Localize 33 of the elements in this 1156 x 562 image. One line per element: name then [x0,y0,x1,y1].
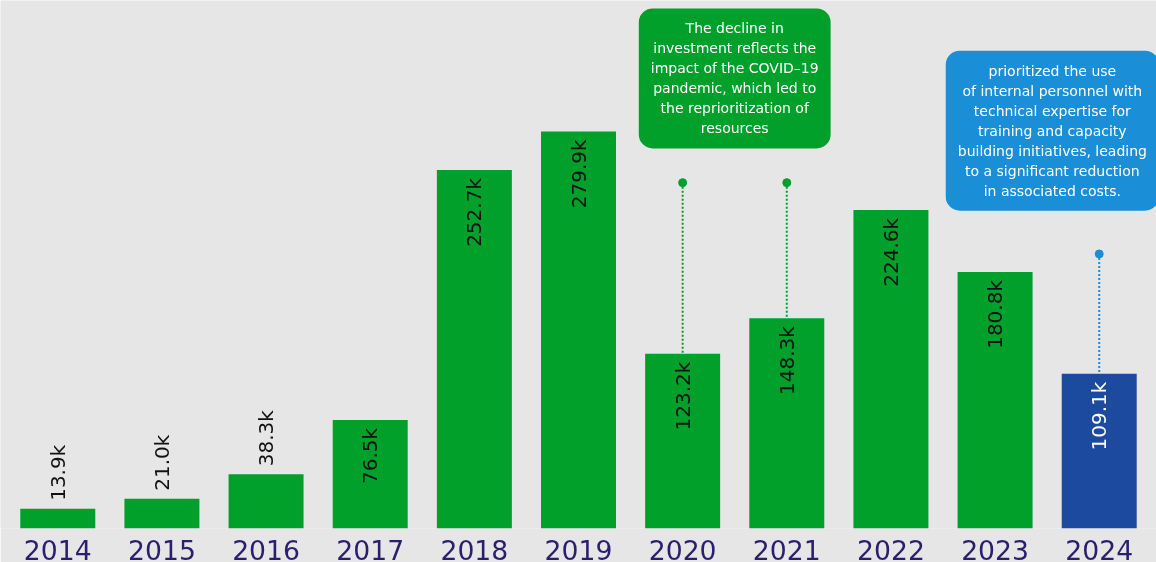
bar [332,420,408,529]
data-label: 279.9k [566,139,591,209]
data-label: 252.7k [462,177,487,247]
x-tick-label: 2022 [857,534,925,562]
x-tick-label: 2015 [128,534,196,562]
x-tick-label: 2019 [544,534,613,562]
x-tick-label: 2014 [23,534,92,562]
bar [1061,373,1137,529]
data-label: 38.3k [254,409,279,467]
x-tick-label: 2024 [1065,534,1134,562]
data-label: 109.1k [1087,381,1112,451]
bar [436,170,512,529]
bar [20,508,96,529]
annotation: prioritized the use of internal personnel with technical expertise for training and capacity building initiatives, leading to a significant reduction in associated costs. [957,62,1147,199]
x-tick-label: 2017 [336,534,405,562]
bar [853,209,929,529]
bar [541,131,616,529]
x-tick-label: 2021 [752,534,821,562]
x-tick-label: 2018 [440,534,509,562]
data-label: 180.8k [983,279,1008,349]
data-label: 13.9k [45,444,70,501]
bar [957,272,1033,529]
data-label: 224.6k [878,217,903,287]
data-label: 123.2k [670,361,695,431]
annotation: The decline in investment reflects the impact of the COVID–19 pandemic, which led to the reprioritization of resources [650,20,819,137]
x-tick-label: 2023 [961,534,1029,562]
data-label: 76.5k [358,427,383,485]
x-tick-label: 2020 [648,534,717,562]
data-label: 21.0k [149,434,174,491]
data-label: 148.3k [774,325,799,395]
x-tick-label: 2016 [232,534,300,562]
bar [228,474,304,529]
bar [124,498,200,529]
